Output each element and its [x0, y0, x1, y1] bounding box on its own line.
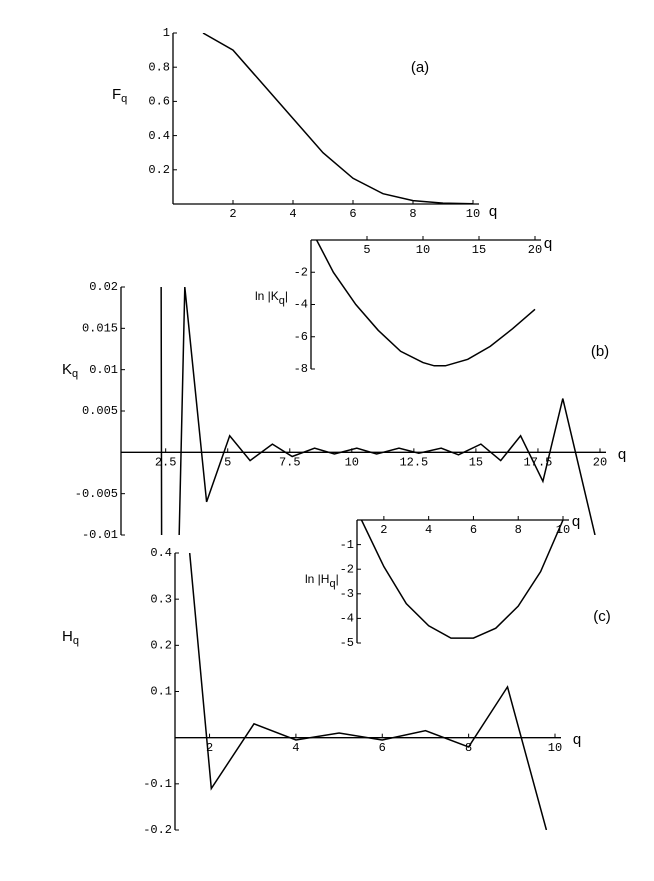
y-axis-label: ln |Hq|	[305, 572, 339, 590]
y-tick-label: -5	[340, 636, 354, 650]
y-tick-label: -4	[294, 298, 308, 312]
y-tick-label: -2	[340, 562, 354, 576]
x-tick-label: 10	[466, 207, 480, 221]
x-tick-label: 6	[349, 207, 356, 221]
y-label-sub: q	[279, 295, 285, 307]
y-tick-label: -8	[294, 362, 308, 376]
y-label-sub: q	[72, 368, 78, 380]
y-tick-label: 0.3	[150, 592, 172, 606]
x-tick-label: 8	[409, 207, 416, 221]
y-label-sub: q	[121, 93, 127, 105]
y-tick-label: -0.005	[75, 487, 118, 501]
x-tick-label: 10	[548, 741, 562, 755]
x-tick-label: 2.5	[155, 456, 177, 470]
x-axis-label: q	[544, 235, 552, 252]
data-line	[202, 33, 474, 204]
data-line	[160, 287, 596, 535]
y-label-sub: q	[329, 578, 335, 590]
y-label-main: K	[62, 361, 72, 378]
y-tick-label: 0.8	[148, 60, 170, 74]
y-label-sub: q	[73, 635, 79, 647]
panel-label: (b)	[591, 343, 609, 360]
x-tick-label: 10	[345, 456, 359, 470]
panel-label: (c)	[593, 608, 611, 625]
y-tick-label: 0.005	[82, 404, 118, 418]
x-tick-label: 4	[289, 207, 296, 221]
y-tick-label: 0.4	[148, 129, 170, 143]
y-tick-label: -6	[294, 330, 308, 344]
y-tick-label: 0.2	[150, 639, 172, 653]
y-tick-label: -4	[340, 612, 354, 626]
y-tick-label: 0.6	[148, 95, 170, 109]
x-tick-label: 7.5	[279, 456, 301, 470]
x-tick-label: 4	[292, 741, 299, 755]
y-tick-label: 0.2	[148, 163, 170, 177]
y-tick-label: -2	[294, 265, 308, 279]
y-tick-label: 0.4	[150, 546, 172, 560]
panel-label: (a)	[411, 59, 429, 76]
y-tick-label: 0.01	[89, 363, 118, 377]
x-tick-label: 6	[470, 523, 477, 537]
y-axis-label: Hq	[62, 628, 79, 647]
x-axis-label: q	[618, 446, 626, 463]
y-axis-label: Fq	[112, 86, 127, 105]
x-tick-label: 5	[224, 456, 231, 470]
y-tick-label: -0.2	[143, 823, 172, 837]
x-axis-label: q	[489, 203, 497, 220]
y-tick-label: -0.01	[82, 528, 118, 542]
y-label-main: F	[112, 86, 121, 103]
x-axis-label: q	[572, 513, 580, 530]
x-tick-label: 20	[528, 243, 542, 257]
data-line	[360, 520, 564, 639]
x-tick-label: 2	[206, 741, 213, 755]
y-tick-label: -0.1	[143, 777, 172, 791]
x-tick-label: 20	[593, 456, 607, 470]
x-tick-label: 8	[515, 523, 522, 537]
y-label-after: |	[285, 289, 288, 303]
x-tick-label: 15	[469, 456, 483, 470]
y-tick-label: -3	[340, 587, 354, 601]
y-tick-label: 0.02	[89, 280, 118, 294]
x-axis-label: q	[573, 731, 581, 748]
y-axis-label: ln |Kq|	[255, 289, 288, 307]
x-tick-label: 6	[379, 741, 386, 755]
x-tick-label: 2	[229, 207, 236, 221]
chart-panel: 2.5 5 7.5 10 12.5 15 17.5 20 -0.01 -0.005 0.005 0.0…	[62, 280, 626, 542]
data-line	[315, 240, 536, 367]
y-tick-label: 1	[163, 26, 170, 40]
y-tick-label: 0.015	[82, 322, 118, 336]
data-line	[188, 553, 548, 830]
x-tick-label: 12.5	[399, 456, 428, 470]
y-tick-label: -1	[340, 538, 354, 552]
x-tick-label: 17.5	[524, 456, 553, 470]
y-label-after: |	[336, 572, 339, 586]
x-tick-label: 4	[425, 523, 432, 537]
x-tick-label: 8	[465, 741, 472, 755]
x-tick-label: 15	[472, 243, 486, 257]
y-label-main: ln |H	[305, 572, 329, 586]
y-tick-label: 0.1	[150, 685, 172, 699]
y-label-main: H	[62, 628, 73, 645]
x-tick-label: 2	[380, 523, 387, 537]
y-axis-label: Kq	[62, 361, 78, 380]
x-tick-label: 5	[363, 243, 370, 257]
x-tick-label: 10	[416, 243, 430, 257]
y-label-main: ln |K	[255, 289, 279, 303]
